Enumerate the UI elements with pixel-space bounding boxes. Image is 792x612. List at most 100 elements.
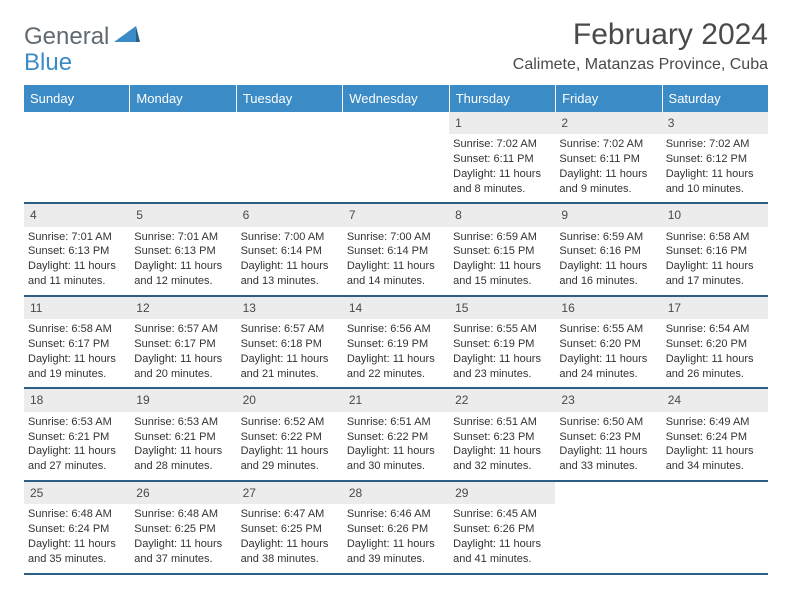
day-cell: 4 Sunrise: 7:01 AMSunset: 6:13 PMDaylight… xyxy=(24,204,130,295)
month-title: February 2024 xyxy=(513,18,768,52)
day-cell: 13Sunrise: 6:57 AMSunset: 6:18 PMDayligh… xyxy=(237,297,343,388)
daylight-text: Daylight: 11 hours xyxy=(559,259,657,274)
sunset-text: Sunset: 6:18 PM xyxy=(241,337,339,352)
calendar-body: 1Sunrise: 7:02 AMSunset: 6:11 PMDaylight… xyxy=(24,112,768,575)
day-cell: 15Sunrise: 6:55 AMSunset: 6:19 PMDayligh… xyxy=(449,297,555,388)
sunrise-text: Sunrise: 6:57 AM xyxy=(134,322,232,337)
day-cell: 17 Sunrise: 6:54 AMSunset: 6:20 PMDayligh… xyxy=(662,297,768,388)
sunset-text: Sunset: 6:11 PM xyxy=(559,152,657,167)
day-number: 17 xyxy=(662,297,768,319)
logo-text-b: Blue xyxy=(24,49,72,76)
day-number: 20 xyxy=(237,389,343,411)
sunrise-text: Sunrise: 6:56 AM xyxy=(347,322,445,337)
sunrise-text: Sunrise: 6:52 AM xyxy=(241,415,339,430)
logo-text-a: General xyxy=(24,23,109,50)
day-details: Sunrise: 6:56 AMSunset: 6:19 PMDaylight:… xyxy=(347,322,445,381)
sunrise-text: Sunrise: 7:02 AM xyxy=(666,137,764,152)
day-details: Sunrise: 6:45 AMSunset: 6:26 PMDaylight:… xyxy=(453,507,551,566)
day-number: 29 xyxy=(449,482,555,504)
day-number: 15 xyxy=(449,297,555,319)
daylight-text: and 41 minutes. xyxy=(453,552,551,567)
daylight-text: Daylight: 11 hours xyxy=(28,444,126,459)
day-number: 3 xyxy=(662,112,768,134)
sunrise-text: Sunrise: 6:58 AM xyxy=(28,322,126,337)
day-details: Sunrise: 6:58 AMSunset: 6:17 PMDaylight:… xyxy=(28,322,126,381)
sunrise-text: Sunrise: 6:58 AM xyxy=(666,230,764,245)
empty-cell xyxy=(24,112,130,203)
day-number: 4 xyxy=(24,204,130,226)
sunset-text: Sunset: 6:13 PM xyxy=(134,244,232,259)
day-cell: 29 Sunrise: 6:45 AMSunset: 6:26 PMDayligh… xyxy=(449,482,555,573)
day-cell: 6Sunrise: 7:00 AMSunset: 6:14 PMDaylight… xyxy=(237,204,343,295)
sunset-text: Sunset: 6:13 PM xyxy=(28,244,126,259)
day-details: Sunrise: 6:58 AMSunset: 6:16 PMDaylight:… xyxy=(666,230,764,289)
week-row: 25Sunrise: 6:48 AMSunset: 6:24 PMDayligh… xyxy=(24,482,768,575)
day-number: 5 xyxy=(130,204,236,226)
daylight-text: and 12 minutes. xyxy=(134,274,232,289)
daylight-text: and 29 minutes. xyxy=(241,459,339,474)
daylight-text: Daylight: 11 hours xyxy=(666,352,764,367)
sunset-text: Sunset: 6:24 PM xyxy=(28,522,126,537)
day-cell: 7Sunrise: 7:00 AMSunset: 6:14 PMDaylight… xyxy=(343,204,449,295)
daylight-text: and 16 minutes. xyxy=(559,274,657,289)
sunset-text: Sunset: 6:21 PM xyxy=(28,430,126,445)
day-details: Sunrise: 6:57 AMSunset: 6:17 PMDaylight:… xyxy=(134,322,232,381)
day-number: 25 xyxy=(24,482,130,504)
daylight-text: Daylight: 11 hours xyxy=(28,352,126,367)
day-details: Sunrise: 6:54 AMSunset: 6:20 PMDaylight:… xyxy=(666,322,764,381)
daylight-text: and 9 minutes. xyxy=(559,182,657,197)
day-cell: 9 Sunrise: 6:59 AMSunset: 6:16 PMDaylight… xyxy=(555,204,661,295)
day-cell: 2Sunrise: 7:02 AMSunset: 6:11 PMDaylight… xyxy=(555,112,661,203)
day-number: 9 xyxy=(555,204,661,226)
day-header-row: SundayMondayTuesdayWednesdayThursdayFrid… xyxy=(24,85,768,112)
daylight-text: and 19 minutes. xyxy=(28,367,126,382)
day-cell: 11 Sunrise: 6:58 AMSunset: 6:17 PMDayligh… xyxy=(24,297,130,388)
logo-text-block: General Blue xyxy=(24,24,140,77)
day-details: Sunrise: 6:53 AMSunset: 6:21 PMDaylight:… xyxy=(28,415,126,474)
week-row: 11 Sunrise: 6:58 AMSunset: 6:17 PMDayligh… xyxy=(24,297,768,390)
day-cell: 19Sunrise: 6:53 AMSunset: 6:21 PMDayligh… xyxy=(130,389,236,480)
sunset-text: Sunset: 6:21 PM xyxy=(134,430,232,445)
day-number: 16 xyxy=(555,297,661,319)
day-details: Sunrise: 6:59 AMSunset: 6:16 PMDaylight:… xyxy=(559,230,657,289)
daylight-text: Daylight: 11 hours xyxy=(453,167,551,182)
daylight-text: Daylight: 11 hours xyxy=(134,352,232,367)
sunrise-text: Sunrise: 6:53 AM xyxy=(28,415,126,430)
day-cell: 25Sunrise: 6:48 AMSunset: 6:24 PMDayligh… xyxy=(24,482,130,573)
daylight-text: Daylight: 11 hours xyxy=(453,537,551,552)
daylight-text: and 10 minutes. xyxy=(666,182,764,197)
title-block: February 2024 Calimete, Matanzas Provinc… xyxy=(513,18,768,74)
daylight-text: and 39 minutes. xyxy=(347,552,445,567)
daylight-text: Daylight: 11 hours xyxy=(347,537,445,552)
sunset-text: Sunset: 6:14 PM xyxy=(241,244,339,259)
day-number: 8 xyxy=(449,204,555,226)
daylight-text: and 26 minutes. xyxy=(666,367,764,382)
day-number: 22 xyxy=(449,389,555,411)
daylight-text: and 34 minutes. xyxy=(666,459,764,474)
day-details: Sunrise: 6:51 AMSunset: 6:23 PMDaylight:… xyxy=(453,415,551,474)
daylight-text: Daylight: 11 hours xyxy=(347,352,445,367)
page-header: General Blue February 2024 Calimete, Mat… xyxy=(24,18,768,77)
day-details: Sunrise: 7:01 AMSunset: 6:13 PMDaylight:… xyxy=(28,230,126,289)
day-cell: 3Sunrise: 7:02 AMSunset: 6:12 PMDaylight… xyxy=(662,112,768,203)
daylight-text: Daylight: 11 hours xyxy=(559,167,657,182)
day-details: Sunrise: 6:50 AMSunset: 6:23 PMDaylight:… xyxy=(559,415,657,474)
daylight-text: and 22 minutes. xyxy=(347,367,445,382)
day-number: 11 xyxy=(24,297,130,319)
daylight-text: Daylight: 11 hours xyxy=(134,444,232,459)
day-cell: 1Sunrise: 7:02 AMSunset: 6:11 PMDaylight… xyxy=(449,112,555,203)
sunset-text: Sunset: 6:19 PM xyxy=(347,337,445,352)
day-number: 7 xyxy=(343,204,449,226)
day-details: Sunrise: 6:57 AMSunset: 6:18 PMDaylight:… xyxy=(241,322,339,381)
daylight-text: and 14 minutes. xyxy=(347,274,445,289)
daylight-text: and 21 minutes. xyxy=(241,367,339,382)
daylight-text: and 17 minutes. xyxy=(666,274,764,289)
day-cell: 14Sunrise: 6:56 AMSunset: 6:19 PMDayligh… xyxy=(343,297,449,388)
day-number: 24 xyxy=(662,389,768,411)
sunrise-text: Sunrise: 6:54 AM xyxy=(666,322,764,337)
daylight-text: and 30 minutes. xyxy=(347,459,445,474)
empty-cell xyxy=(130,112,236,203)
sunset-text: Sunset: 6:22 PM xyxy=(347,430,445,445)
day-header: Wednesday xyxy=(342,85,448,112)
day-cell: 12Sunrise: 6:57 AMSunset: 6:17 PMDayligh… xyxy=(130,297,236,388)
